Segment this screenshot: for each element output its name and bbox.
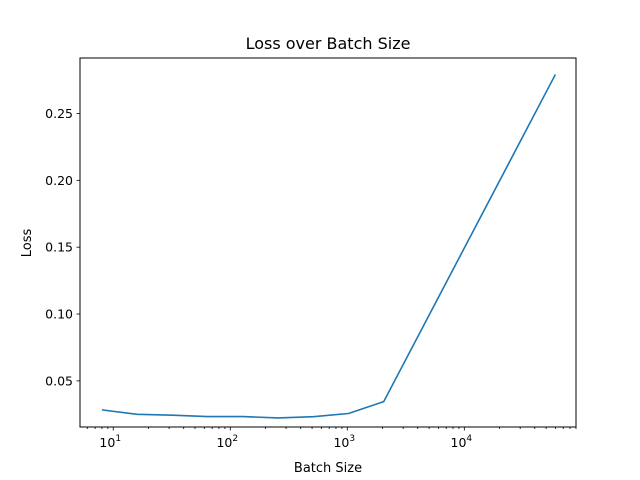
y-tick-label: 0.10 (45, 307, 73, 322)
x-tick-label: 103 (333, 434, 355, 450)
x-axis-label: Batch Size (294, 461, 362, 476)
y-axis: 0.05 0.10 0.15 0.20 0.25 (45, 106, 80, 388)
y-tick-label: 0.15 (45, 240, 73, 255)
x-tick-label: 101 (99, 434, 121, 450)
axes-frame (79, 57, 577, 428)
x-tick-label: 102 (216, 434, 238, 450)
x-axis: 101 102 103 104 (86, 427, 577, 450)
y-tick-label: 0.20 (45, 173, 73, 188)
y-tick-label: 0.05 (45, 373, 73, 388)
y-tick-label: 0.25 (45, 106, 73, 121)
x-tick-label: 104 (451, 434, 473, 450)
plot-area (101, 74, 557, 419)
loss-series-line (101, 74, 557, 419)
y-axis-label: Loss (20, 229, 35, 258)
chart-title: Loss over Batch Size (246, 34, 411, 53)
